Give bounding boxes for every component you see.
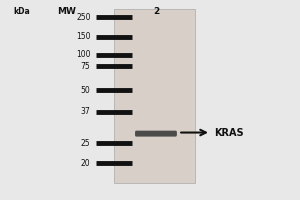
Text: 2: 2 xyxy=(153,7,159,16)
Text: 25: 25 xyxy=(81,139,91,148)
Text: KRAS: KRAS xyxy=(214,128,244,138)
FancyBboxPatch shape xyxy=(114,9,195,183)
Text: MW: MW xyxy=(57,7,76,16)
FancyBboxPatch shape xyxy=(135,132,177,137)
FancyBboxPatch shape xyxy=(135,131,177,136)
Text: 75: 75 xyxy=(81,62,91,71)
Text: 20: 20 xyxy=(81,159,91,168)
Text: 250: 250 xyxy=(76,13,91,22)
Text: 150: 150 xyxy=(76,32,91,41)
Text: kDa: kDa xyxy=(14,7,31,16)
FancyBboxPatch shape xyxy=(135,130,177,136)
Text: 37: 37 xyxy=(81,107,91,116)
Text: 50: 50 xyxy=(81,86,91,95)
Text: 100: 100 xyxy=(76,50,91,59)
